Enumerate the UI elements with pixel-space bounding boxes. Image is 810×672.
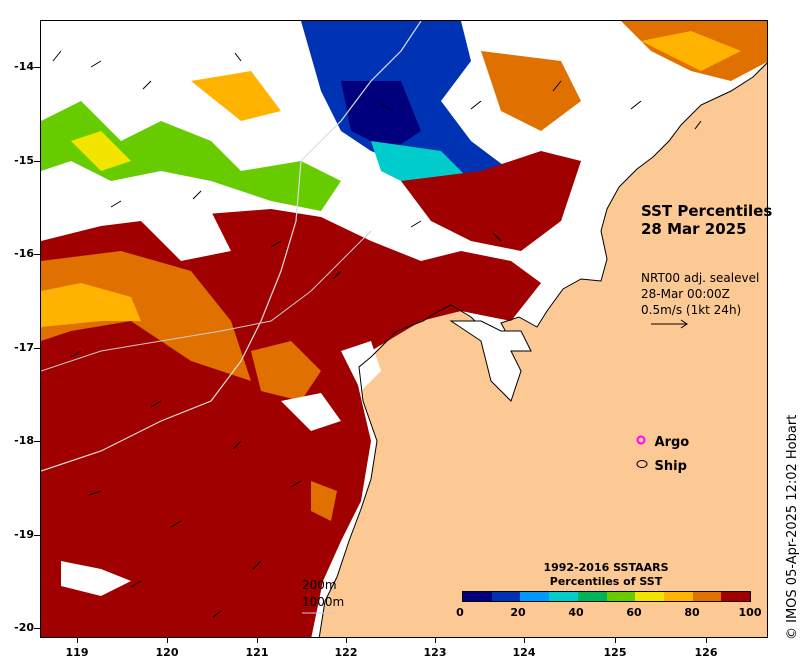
map-panel	[40, 20, 768, 638]
title-line-1: SST Percentiles	[641, 202, 773, 220]
lon-label: 123	[423, 646, 447, 659]
lat-tick	[34, 67, 40, 68]
lon-label: 122	[334, 646, 358, 659]
colorbar-title-line-2: Percentiles of SST	[549, 575, 663, 588]
colorbar-segment	[577, 592, 607, 601]
lat-label: -17	[14, 341, 34, 354]
lon-tick	[706, 638, 707, 643]
lon-tick	[77, 638, 78, 643]
colorbar-title: 1992-2016 SSTAARS Percentiles of SST	[456, 561, 756, 589]
sst-percentile-map	[41, 21, 767, 637]
land-mass	[319, 63, 767, 637]
lat-label: -16	[14, 247, 34, 260]
contour-1000m-swatch	[302, 612, 336, 614]
current-vectors	[52, 50, 702, 618]
coastline	[318, 62, 767, 637]
colorbar-segment	[635, 592, 664, 601]
colorbar-segment	[692, 592, 722, 601]
lat-label: -19	[14, 528, 34, 541]
colorbar-segment	[721, 592, 751, 601]
colorbar-tick: 80	[684, 606, 700, 619]
colorbar-title-line-1: 1992-2016 SSTAARS	[543, 561, 669, 574]
legend-argo-label: Argo	[654, 435, 690, 450]
lon-tick	[615, 638, 616, 643]
lon-label: 124	[512, 646, 536, 659]
contour-200m-line	[41, 230, 372, 372]
vector-info: NRT00 adj. sealevel 28-Mar 00:00Z 0.5m/s…	[641, 270, 759, 318]
lon-label: 126	[694, 646, 718, 659]
colorbar-segment	[663, 592, 693, 601]
king-sound	[449, 320, 532, 402]
colorbar-segment	[491, 592, 521, 601]
title-line-2: 28 Mar 2025	[641, 220, 747, 238]
sst-field	[41, 21, 767, 637]
lon-label: 125	[603, 646, 627, 659]
lon-tick	[346, 638, 347, 643]
imos-credit: © IMOS 05-Apr-2025 12:02 Hobart	[785, 414, 800, 640]
lat-tick	[34, 441, 40, 442]
colorbar-tick: 40	[568, 606, 584, 619]
argo-marker-icon	[636, 434, 650, 450]
colorbar	[462, 591, 751, 602]
lat-tick	[34, 628, 40, 629]
legend-ship-label: Ship	[654, 459, 687, 474]
lon-tick	[435, 638, 436, 643]
lat-label: -14	[14, 60, 34, 73]
lat-label: -20	[14, 621, 34, 634]
vector-info-line-2: 28-Mar 00:00Z	[641, 287, 730, 301]
lat-tick	[34, 348, 40, 349]
map-title: SST Percentiles 28 Mar 2025	[641, 202, 772, 238]
lat-tick	[34, 161, 40, 162]
colorbar-segment	[549, 592, 578, 601]
colorbar-segment	[463, 592, 492, 601]
colorbar-tick: 100	[738, 606, 762, 619]
lat-label: -18	[14, 434, 34, 447]
lat-label: -15	[14, 154, 34, 167]
colorbar-tick: 0	[456, 606, 464, 619]
lon-tick	[524, 638, 525, 643]
contour-1000m-label: 1000m	[302, 595, 345, 609]
vector-info-line-3: 0.5m/s (1kt 24h)	[641, 303, 742, 317]
colorbar-tick: 60	[626, 606, 642, 619]
lon-label: 120	[155, 646, 179, 659]
lon-label: 121	[245, 646, 269, 659]
ship-marker-icon	[636, 458, 650, 474]
vector-scale-arrow-icon	[651, 319, 688, 329]
contour-1000m-line	[41, 21, 422, 472]
vector-info-line-1: NRT00 adj. sealevel	[641, 271, 760, 285]
colorbar-segment	[520, 592, 550, 601]
lat-tick	[34, 535, 40, 536]
colorbar-tick: 20	[510, 606, 526, 619]
lon-label: 119	[65, 646, 89, 659]
legend-argo: Argo	[636, 434, 689, 450]
colorbar-segment	[606, 592, 636, 601]
lat-tick	[34, 254, 40, 255]
legend-ship: Ship	[636, 458, 687, 474]
contour-200m-label: 200m	[302, 578, 337, 592]
lon-tick	[257, 638, 258, 643]
lon-tick	[167, 638, 168, 643]
